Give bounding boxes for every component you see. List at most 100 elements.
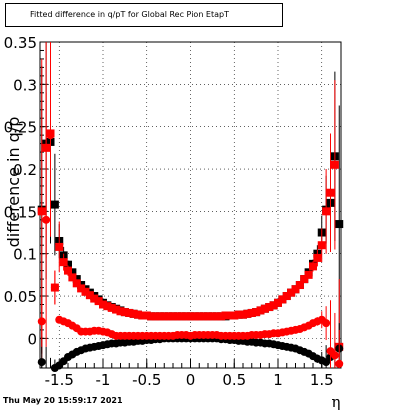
axes-layer: 0 0.05 0.1 0.15 0.2 0.25 0.3 0.35 -1.5 -1 -0.5 0 0.5… bbox=[4, 34, 340, 389]
x-tick-label: 1 bbox=[273, 371, 283, 389]
data-point bbox=[147, 312, 156, 321]
data-point bbox=[142, 311, 151, 320]
data-point bbox=[99, 300, 107, 309]
data-point bbox=[204, 312, 212, 321]
data-point bbox=[330, 160, 339, 169]
data-point bbox=[230, 311, 239, 320]
data-point bbox=[335, 220, 344, 229]
data-point bbox=[160, 312, 169, 321]
data-point bbox=[129, 309, 138, 318]
data-point bbox=[72, 275, 81, 284]
y-tick-label: 0.05 bbox=[4, 288, 37, 306]
data-point bbox=[64, 266, 72, 275]
x-tick-label: 1.5 bbox=[310, 371, 334, 389]
y-tick-label: 0.1 bbox=[13, 246, 37, 264]
data-point bbox=[112, 305, 121, 314]
data-point bbox=[247, 308, 256, 317]
data-point bbox=[239, 310, 247, 319]
data-point bbox=[59, 258, 68, 267]
data-point bbox=[300, 275, 309, 284]
data-point bbox=[265, 303, 274, 312]
data-point bbox=[151, 312, 160, 321]
data-point bbox=[55, 242, 64, 251]
data-point bbox=[282, 292, 291, 301]
data-point bbox=[68, 268, 77, 277]
data-point bbox=[68, 273, 77, 282]
data-point bbox=[212, 312, 221, 321]
data-point bbox=[295, 281, 304, 290]
x-tick-label: 0 bbox=[186, 371, 196, 389]
data-point bbox=[177, 312, 186, 321]
data-point bbox=[107, 303, 116, 312]
data-point bbox=[304, 270, 313, 279]
data-point bbox=[243, 309, 252, 318]
data-point bbox=[155, 312, 164, 321]
data-point bbox=[138, 311, 147, 320]
x-tick-label: -1.5 bbox=[45, 371, 74, 389]
y-tick-label: 0 bbox=[27, 330, 37, 348]
data-point bbox=[85, 291, 94, 300]
data-point bbox=[42, 215, 51, 224]
data-point bbox=[50, 200, 59, 209]
data-point bbox=[164, 312, 173, 321]
data-point bbox=[37, 358, 46, 367]
data-point bbox=[269, 301, 278, 310]
data-point bbox=[125, 308, 134, 317]
y-tick-label: 0.2 bbox=[13, 161, 37, 179]
data-point bbox=[190, 312, 199, 321]
data-point bbox=[94, 297, 103, 306]
marks-layer bbox=[37, 42, 344, 372]
data-point bbox=[90, 294, 99, 303]
series-3 bbox=[37, 42, 344, 368]
data-point bbox=[182, 312, 191, 321]
data-point bbox=[37, 317, 46, 326]
data-point bbox=[134, 310, 142, 319]
data-point bbox=[317, 241, 326, 250]
data-point bbox=[287, 288, 296, 297]
data-point bbox=[103, 302, 112, 311]
data-point bbox=[37, 207, 46, 216]
y-tick-label: 0.3 bbox=[13, 76, 37, 94]
x-tick-label: -1 bbox=[96, 371, 111, 389]
data-point bbox=[221, 311, 230, 320]
y-tick-label: 0.35 bbox=[4, 34, 37, 52]
y-tick-label: 0.25 bbox=[4, 119, 37, 137]
timestamp: Thu May 20 15:59:17 2021 bbox=[3, 396, 123, 405]
data-point bbox=[256, 306, 265, 315]
data-point bbox=[77, 284, 86, 293]
data-point bbox=[120, 308, 129, 317]
data-point bbox=[322, 319, 331, 328]
data-point bbox=[169, 312, 177, 321]
data-point bbox=[234, 310, 243, 319]
data-point bbox=[260, 304, 269, 313]
data-point bbox=[186, 312, 195, 321]
data-point bbox=[116, 307, 125, 316]
data-point bbox=[217, 312, 226, 321]
data-point bbox=[252, 308, 261, 317]
data-point bbox=[330, 351, 339, 360]
data-point bbox=[46, 131, 55, 140]
data-point bbox=[195, 312, 204, 321]
x-tick-label: -0.5 bbox=[132, 371, 161, 389]
data-point bbox=[274, 298, 282, 307]
data-point bbox=[335, 359, 344, 368]
data-point bbox=[225, 311, 234, 320]
data-point bbox=[309, 262, 317, 271]
data-point bbox=[72, 279, 81, 288]
data-point bbox=[81, 287, 90, 296]
data-point bbox=[173, 312, 182, 321]
y-axis-label: difference in q/p bbox=[4, 117, 23, 248]
y-tick-label: 0.15 bbox=[4, 203, 37, 221]
data-point bbox=[50, 283, 59, 292]
chart-title: Fitted difference in q/pT for Global Rec… bbox=[5, 3, 283, 27]
data-point bbox=[199, 312, 208, 321]
data-point bbox=[326, 188, 335, 197]
data-point bbox=[313, 253, 322, 262]
data-point bbox=[208, 312, 217, 321]
x-tick-label: 0.5 bbox=[222, 371, 246, 389]
x-axis-label: η bbox=[332, 393, 341, 410]
data-point bbox=[278, 295, 287, 304]
data-point bbox=[64, 260, 72, 269]
data-point bbox=[291, 285, 300, 294]
